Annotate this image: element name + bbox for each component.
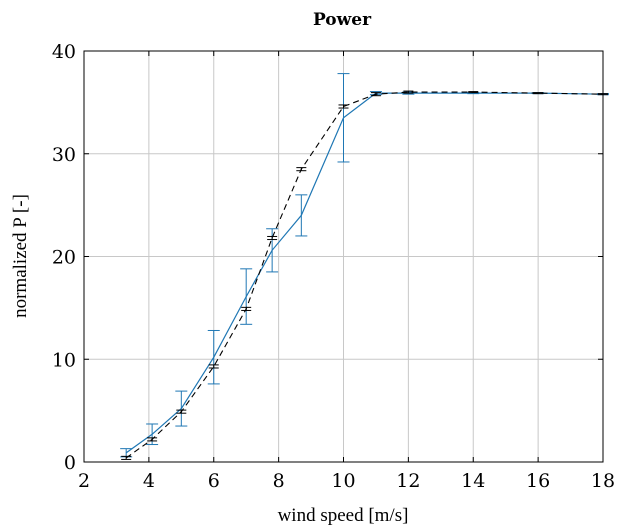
x-tick-label: 18 [591,470,615,492]
y-tick-label: 20 [52,247,76,269]
x-tick-label: 4 [143,470,155,492]
x-tick-label: 16 [526,470,550,492]
y-tick-label: 30 [52,144,76,166]
series-2 [121,90,608,460]
grid-layer [84,51,603,462]
x-tick-label: 8 [273,470,285,492]
x-tick-label: 12 [396,470,420,492]
series-2-error-bar [296,167,307,172]
series-1-error-bar [175,390,188,427]
y-tick-label: 0 [64,452,76,474]
y-tick-label: 10 [52,349,76,371]
series-2-line [125,91,604,459]
x-tick-label: 10 [331,470,355,492]
series-1-error-bar [266,228,279,273]
x-tick-label: 14 [461,470,485,492]
series-2-error-bar [176,409,187,414]
series-1-error-bar [337,73,350,163]
series-1-line [125,92,604,454]
x-tick-label: 2 [78,470,90,492]
y-axis-label: normalized P [-] [10,194,31,318]
series-2-error-bar [468,91,479,94]
series-2-error-bar [403,90,414,94]
series-2-error-bar [533,92,544,95]
series-2-error-bar [208,364,219,369]
series-1 [120,73,609,458]
x-axis-label: wind speed [m/s] [278,505,409,526]
series-2-error-bar [338,104,349,109]
series-2-error-bar [241,306,252,311]
series-layer [120,73,609,460]
series-1-error-bar [207,329,220,385]
y-tick-label: 40 [52,41,76,63]
chart-title: Power [313,10,372,30]
series-1-error-bar [240,268,253,325]
series-2-error-bar [267,235,278,241]
series-2-error-bar [121,455,132,460]
x-tick-label: 6 [208,470,220,492]
series-1-error-bar [295,194,308,237]
series-2-error-bar [147,437,158,442]
tick-layer: 2 4 6 8 10 12 14 16 18 0 10 20 30 40 [52,41,615,492]
series-1-error-bar [146,423,159,446]
series-2-error-bar [370,92,381,97]
